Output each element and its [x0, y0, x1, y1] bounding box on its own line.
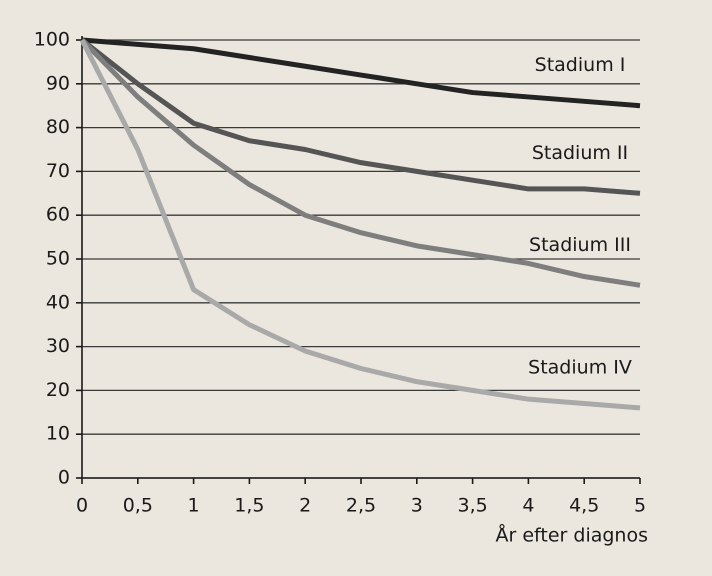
series-label: Stadium IV [528, 356, 632, 378]
y-tick-label: 80 [46, 116, 70, 138]
x-tick-label: 4,5 [569, 495, 599, 517]
series-label: Stadium II [532, 142, 628, 164]
y-tick-label: 60 [46, 204, 70, 226]
y-tick-label: 0 [58, 467, 70, 489]
series-label: Stadium I [535, 54, 626, 76]
x-tick-label: 0 [76, 495, 88, 517]
x-tick-label: 0,5 [123, 495, 153, 517]
y-tick-label: 30 [46, 335, 70, 357]
x-tick-label: 5 [634, 495, 646, 517]
x-tick-label: 1,5 [234, 495, 264, 517]
y-tick-label: 100 [34, 29, 70, 51]
y-tick-label: 40 [46, 291, 70, 313]
series-line [80, 38, 641, 196]
y-tick-label: 50 [46, 248, 70, 270]
x-tick-label: 4 [522, 495, 534, 517]
x-tick-label: 1 [188, 495, 200, 517]
y-tick-label: 20 [46, 379, 70, 401]
series-line [81, 37, 641, 109]
y-tick-label: 10 [46, 423, 70, 445]
x-axis-label: År efter diagnos [496, 524, 649, 547]
x-tick-label: 2 [299, 495, 311, 517]
y-tick-label: 90 [46, 72, 70, 94]
x-tick-label: 3 [411, 495, 423, 517]
x-tick-label: 3,5 [457, 495, 487, 517]
series-label: Stadium III [529, 234, 631, 256]
series-line [80, 38, 641, 288]
series-line [79, 38, 641, 411]
x-tick-label: 2,5 [346, 495, 376, 517]
y-tick-label: 70 [46, 160, 70, 182]
